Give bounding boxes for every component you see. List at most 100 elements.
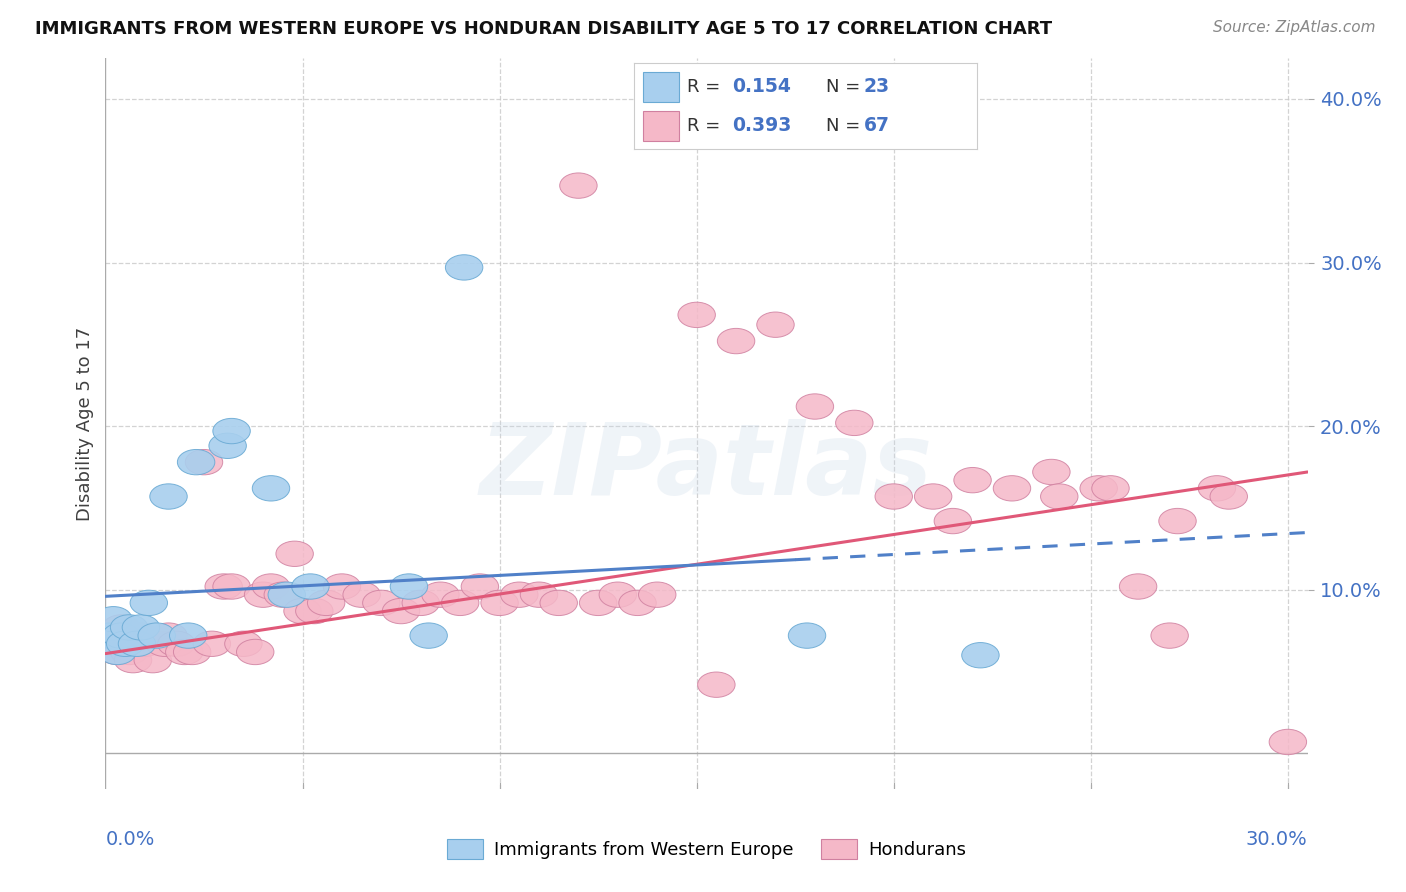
Ellipse shape — [269, 582, 305, 607]
Ellipse shape — [993, 475, 1031, 501]
Ellipse shape — [103, 623, 141, 648]
Text: 67: 67 — [863, 116, 890, 136]
Ellipse shape — [134, 648, 172, 673]
Ellipse shape — [212, 574, 250, 599]
Ellipse shape — [619, 591, 657, 615]
Ellipse shape — [122, 615, 160, 640]
Ellipse shape — [953, 467, 991, 493]
Ellipse shape — [1040, 483, 1078, 509]
Ellipse shape — [382, 599, 420, 624]
Ellipse shape — [308, 591, 344, 615]
Ellipse shape — [756, 312, 794, 337]
Ellipse shape — [962, 642, 1000, 668]
Ellipse shape — [264, 582, 301, 607]
Ellipse shape — [90, 630, 128, 655]
Ellipse shape — [177, 450, 215, 475]
Ellipse shape — [157, 632, 195, 657]
Text: 23: 23 — [863, 78, 890, 96]
Ellipse shape — [114, 648, 152, 673]
Text: R =: R = — [688, 117, 727, 135]
Ellipse shape — [1211, 483, 1247, 509]
Ellipse shape — [678, 302, 716, 327]
Ellipse shape — [170, 623, 207, 648]
Legend: Immigrants from Western Europe, Hondurans: Immigrants from Western Europe, Honduran… — [441, 834, 972, 864]
Ellipse shape — [111, 615, 148, 640]
Ellipse shape — [295, 599, 333, 624]
Ellipse shape — [127, 632, 163, 657]
Ellipse shape — [441, 591, 479, 615]
Ellipse shape — [209, 434, 246, 458]
Text: 0.0%: 0.0% — [105, 830, 155, 848]
Ellipse shape — [98, 640, 136, 665]
Ellipse shape — [343, 582, 381, 607]
Text: N =: N = — [827, 117, 866, 135]
Ellipse shape — [323, 574, 361, 599]
Ellipse shape — [796, 394, 834, 419]
Ellipse shape — [835, 410, 873, 435]
Text: Source: ZipAtlas.com: Source: ZipAtlas.com — [1212, 20, 1375, 35]
Ellipse shape — [422, 582, 460, 607]
Ellipse shape — [245, 582, 281, 607]
Ellipse shape — [1032, 459, 1070, 484]
Ellipse shape — [934, 508, 972, 533]
Ellipse shape — [103, 615, 141, 640]
Ellipse shape — [717, 328, 755, 354]
Ellipse shape — [560, 173, 598, 198]
Ellipse shape — [186, 450, 222, 475]
Ellipse shape — [111, 640, 148, 665]
Text: N =: N = — [827, 78, 866, 95]
Ellipse shape — [391, 574, 427, 599]
Text: R =: R = — [688, 78, 727, 95]
Ellipse shape — [276, 541, 314, 566]
Ellipse shape — [481, 591, 519, 615]
Ellipse shape — [1198, 475, 1236, 501]
Ellipse shape — [98, 640, 136, 665]
Ellipse shape — [411, 623, 447, 648]
Ellipse shape — [291, 574, 329, 599]
Ellipse shape — [540, 591, 578, 615]
Ellipse shape — [638, 582, 676, 607]
Ellipse shape — [1152, 623, 1188, 648]
Ellipse shape — [205, 574, 242, 599]
Ellipse shape — [1119, 574, 1157, 599]
Ellipse shape — [90, 623, 128, 648]
Ellipse shape — [1080, 475, 1118, 501]
Ellipse shape — [150, 623, 187, 648]
Text: ZIPatlas: ZIPatlas — [479, 419, 934, 516]
Ellipse shape — [1159, 508, 1197, 533]
Ellipse shape — [252, 574, 290, 599]
Ellipse shape — [914, 483, 952, 509]
Ellipse shape — [225, 632, 262, 657]
Ellipse shape — [94, 607, 132, 632]
Ellipse shape — [599, 582, 637, 607]
Ellipse shape — [284, 599, 321, 624]
Ellipse shape — [1092, 475, 1129, 501]
Ellipse shape — [118, 632, 156, 657]
Text: IMMIGRANTS FROM WESTERN EUROPE VS HONDURAN DISABILITY AGE 5 TO 17 CORRELATION CH: IMMIGRANTS FROM WESTERN EUROPE VS HONDUR… — [35, 20, 1052, 37]
Ellipse shape — [107, 632, 143, 657]
Ellipse shape — [697, 672, 735, 698]
Ellipse shape — [94, 623, 132, 648]
Ellipse shape — [236, 640, 274, 665]
Ellipse shape — [461, 574, 499, 599]
Text: 0.393: 0.393 — [733, 116, 792, 136]
FancyBboxPatch shape — [643, 71, 679, 102]
Ellipse shape — [501, 582, 538, 607]
Ellipse shape — [789, 623, 825, 648]
Ellipse shape — [173, 640, 211, 665]
Ellipse shape — [122, 623, 160, 648]
Text: 0.154: 0.154 — [733, 78, 792, 96]
Ellipse shape — [150, 483, 187, 509]
Ellipse shape — [579, 591, 617, 615]
FancyBboxPatch shape — [643, 111, 679, 141]
Ellipse shape — [131, 591, 167, 615]
Text: 30.0%: 30.0% — [1246, 830, 1308, 848]
Ellipse shape — [166, 640, 202, 665]
Ellipse shape — [212, 418, 250, 443]
Ellipse shape — [107, 632, 143, 657]
Ellipse shape — [252, 475, 290, 501]
Ellipse shape — [138, 623, 176, 648]
Ellipse shape — [363, 591, 401, 615]
Ellipse shape — [520, 582, 558, 607]
Ellipse shape — [193, 632, 231, 657]
